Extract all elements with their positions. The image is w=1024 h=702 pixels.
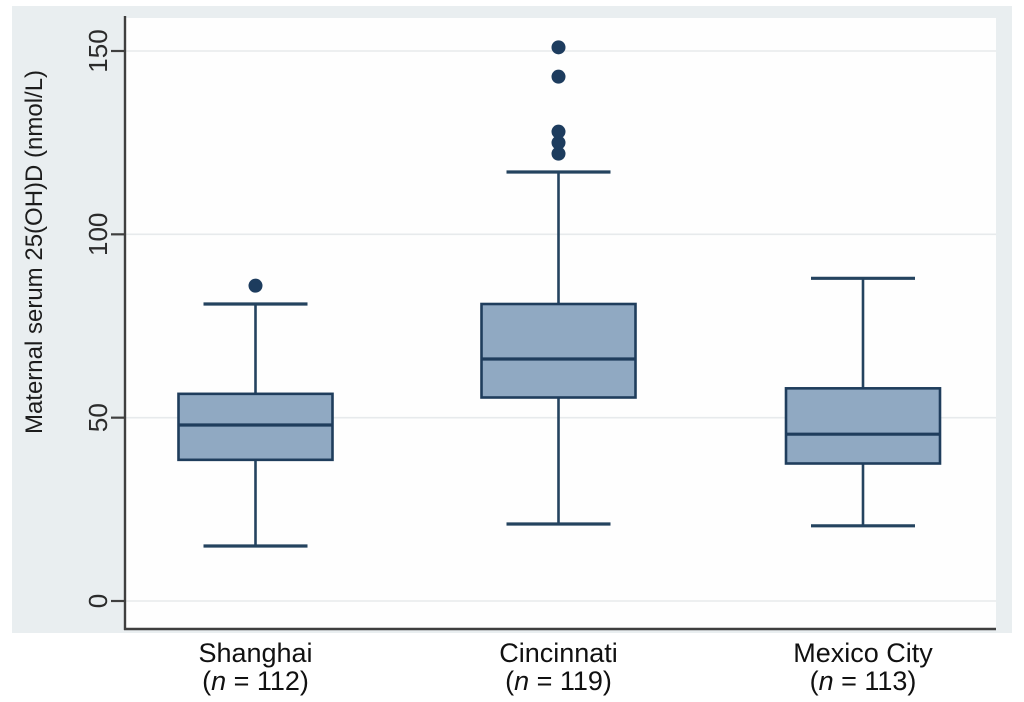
box-mexico-city — [784, 387, 942, 465]
y-tick-label-100: 100 — [83, 213, 113, 256]
box-shanghai — [177, 392, 334, 462]
category-label-mexico-city: Mexico City — [793, 638, 933, 668]
outlier-dot-cincinnati — [551, 135, 566, 150]
outlier-dot-cincinnati — [551, 146, 566, 161]
outlier-dot-shanghai — [248, 278, 263, 293]
y-tick-label-0: 0 — [83, 594, 113, 608]
y-tick-label-50: 50 — [83, 403, 113, 432]
outlier-dot-cincinnati — [551, 69, 566, 84]
category-sublabel-cincinnati: (n = 119) — [505, 666, 612, 696]
box-cincinnati — [480, 302, 637, 399]
y-tick-label-150: 150 — [83, 29, 113, 72]
category-sublabel-shanghai: (n = 112) — [202, 666, 309, 696]
category-label-cincinnati: Cincinnati — [499, 638, 618, 668]
category-sublabel-mexico-city: (n = 113) — [810, 666, 917, 696]
outlier-dot-cincinnati — [551, 40, 566, 55]
category-label-shanghai: Shanghai — [198, 638, 312, 668]
outlier-dot-cincinnati — [551, 124, 566, 139]
y-axis-title: Maternal serum 25(OH)D (nmol/L) — [21, 70, 48, 434]
